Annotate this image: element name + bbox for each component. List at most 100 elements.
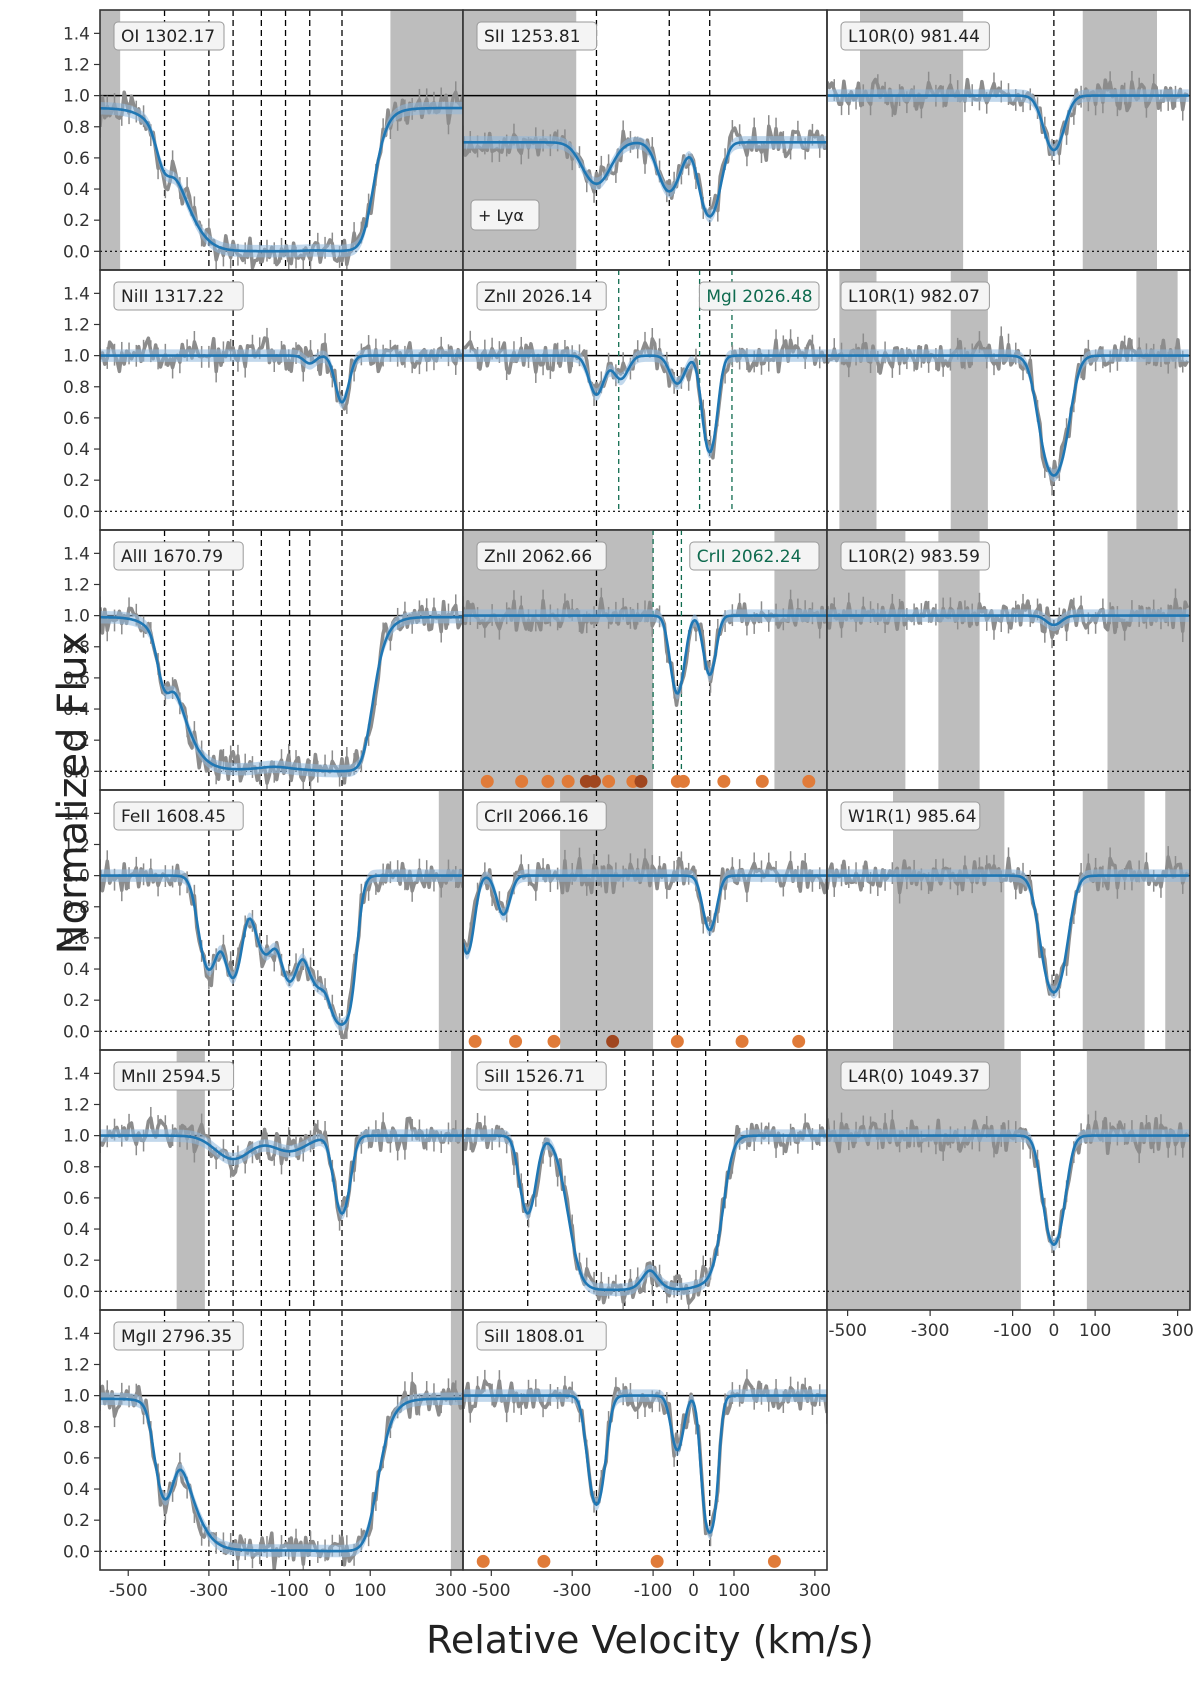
- panel-label: FeII 1608.45: [113, 801, 244, 831]
- x-tick-label: -300: [911, 1321, 950, 1341]
- mask-region: [1136, 270, 1178, 530]
- y-tick-label: 0.2: [63, 1251, 90, 1271]
- y-tick-label: 0.8: [63, 898, 90, 918]
- mask-region: [560, 790, 654, 1050]
- x-tick-label: -100: [270, 1581, 309, 1601]
- label-text: L4R(0) 1049.37: [848, 1067, 980, 1087]
- x-tick-label: -300: [190, 1581, 229, 1601]
- y-tick-label: 0.6: [63, 1449, 90, 1469]
- component-dot: [587, 774, 601, 788]
- x-tick-label: -500: [472, 1581, 511, 1601]
- panel-label: L4R(0) 1049.37: [840, 1061, 990, 1091]
- panel-l10r-0-981-44: [827, 10, 1190, 270]
- mask-region: [860, 10, 964, 270]
- y-tick-label: 1.0: [63, 867, 90, 887]
- component-dot: [537, 1554, 551, 1568]
- y-tick-label: 0.8: [63, 638, 90, 658]
- x-tick-label: 0: [324, 1581, 335, 1601]
- mask-region: [463, 530, 654, 790]
- model-uncertainty-band: [463, 869, 827, 960]
- y-tick-label: 0.4: [63, 700, 90, 720]
- y-tick-label: 1.0: [63, 1127, 90, 1147]
- model-fit-line: [463, 874, 827, 955]
- panel-label: SiII 1526.71: [476, 1061, 607, 1091]
- y-tick-label: 0.4: [63, 180, 90, 200]
- y-tick-label: 0.4: [63, 960, 90, 980]
- panel-l4r-0-1049-37: [827, 1050, 1190, 1310]
- y-tick-label: 1.4: [63, 24, 90, 44]
- mask-region: [938, 530, 980, 790]
- panel-label: SiII 1808.01: [476, 1321, 607, 1351]
- panel-label: L10R(2) 983.59: [840, 541, 990, 571]
- model-fit-line: [827, 874, 1189, 994]
- label-text: W1R(1) 985.64: [848, 807, 976, 827]
- label-box: [840, 1061, 990, 1091]
- y-tick-label: 0.0: [63, 1022, 90, 1042]
- mask-region: [893, 790, 1005, 1050]
- component-dot: [602, 774, 616, 788]
- label-text: SiII 1526.71: [484, 1067, 585, 1087]
- y-tick-label: 0.6: [63, 929, 90, 949]
- component-dot: [676, 774, 690, 788]
- label-text: FeII 1608.45: [121, 807, 226, 827]
- label-text: L10R(1) 982.07: [848, 287, 980, 307]
- label-box: [840, 801, 981, 831]
- component-dot: [480, 774, 494, 788]
- component-dot: [792, 1034, 806, 1048]
- panel-siii-1526-71: [463, 1050, 827, 1310]
- mask-region: [839, 270, 877, 530]
- note-text: + Lyα: [478, 206, 524, 225]
- panel-label: L10R(0) 981.44: [840, 21, 990, 51]
- model-uncertainty-band: [100, 349, 463, 409]
- label-box: [476, 21, 598, 51]
- model-fit-line: [100, 106, 463, 253]
- panel-niii-1317-22: [100, 270, 463, 530]
- model-fit-line: [463, 354, 827, 454]
- model-fit-line: [100, 615, 463, 773]
- y-tick-label: 1.0: [63, 1387, 90, 1407]
- model-fit-line: [827, 94, 1189, 152]
- component-dot: [735, 1034, 749, 1048]
- mask-region: [450, 1310, 463, 1570]
- label-box: [840, 541, 990, 571]
- x-tick-label: 100: [1079, 1321, 1111, 1341]
- blend-label-text: CrII 2062.24: [697, 547, 802, 567]
- panel-oi-1302-17: [100, 10, 463, 270]
- x-tick-label: -500: [828, 1321, 867, 1341]
- component-dot: [547, 1034, 561, 1048]
- y-tick-label: 1.0: [63, 87, 90, 107]
- y-tick-label: 0.4: [63, 1220, 90, 1240]
- y-tick-label: 1.4: [63, 804, 90, 824]
- x-tick-label: 300: [799, 1581, 831, 1601]
- y-tick-label: 0.6: [63, 1189, 90, 1209]
- mask-region: [827, 530, 906, 790]
- y-tick-label: 0.4: [63, 440, 90, 460]
- y-tick-label: 1.2: [63, 315, 90, 335]
- x-axis-label: Relative Velocity (km/s): [426, 1618, 874, 1662]
- mask-region: [390, 10, 463, 270]
- panel-label: L10R(1) 982.07: [840, 281, 990, 311]
- y-tick-label: 1.0: [63, 347, 90, 367]
- model-uncertainty-band: [100, 869, 463, 1031]
- model-fit-line: [827, 614, 1189, 627]
- model-fit-line: [463, 141, 827, 218]
- panel-label: W1R(1) 985.64: [840, 801, 981, 831]
- panel-alii-1670-79: [100, 530, 463, 790]
- label-box: [476, 1321, 607, 1351]
- panel-label: NiII 1317.22: [113, 281, 244, 311]
- x-tick-label: 100: [354, 1581, 386, 1601]
- y-tick-label: 1.2: [63, 1355, 90, 1375]
- y-tick-label: 0.0: [63, 762, 90, 782]
- x-tick-label: 0: [1048, 1321, 1059, 1341]
- label-text: ZnII 2062.66: [484, 547, 592, 567]
- y-tick-label: 0.8: [63, 1418, 90, 1438]
- y-tick-label: 0.0: [63, 1282, 90, 1302]
- y-tick-label: 0.6: [63, 669, 90, 689]
- panel-label: MnII 2594.5: [113, 1061, 235, 1091]
- label-text: OI 1302.17: [121, 27, 215, 47]
- model-uncertainty-band: [463, 349, 827, 459]
- y-tick-label: 1.4: [63, 1064, 90, 1084]
- model-uncertainty-band: [100, 1129, 463, 1220]
- model-fit-line: [100, 1397, 463, 1553]
